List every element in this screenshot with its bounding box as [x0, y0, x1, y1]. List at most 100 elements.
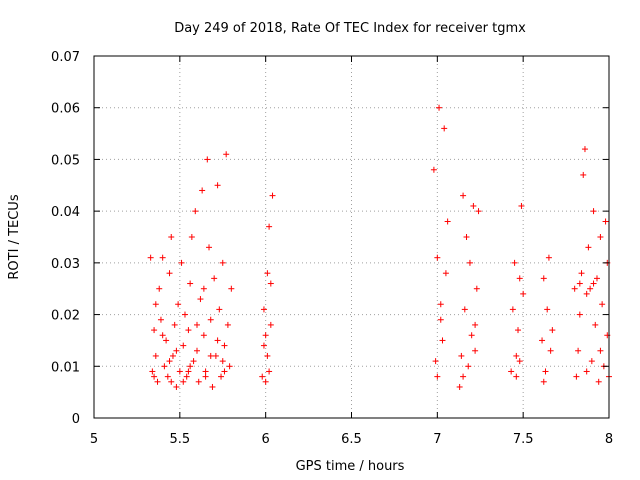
data-point: [202, 373, 209, 380]
data-point: [173, 347, 180, 354]
data-point: [226, 363, 233, 370]
data-point: [470, 202, 477, 209]
x-tick-label: 7.5: [513, 432, 534, 447]
data-point: [576, 280, 583, 287]
y-tick-label: 0.04: [51, 205, 80, 220]
data-point: [204, 156, 211, 163]
data-point: [267, 280, 274, 287]
data-point: [540, 275, 547, 282]
data-point: [228, 285, 235, 292]
x-tick-label: 8: [605, 432, 613, 447]
data-point: [171, 321, 178, 328]
data-point: [590, 280, 597, 287]
data-point: [206, 244, 213, 251]
data-point: [583, 290, 590, 297]
data-point: [444, 218, 451, 225]
data-point: [472, 347, 479, 354]
data-point: [200, 285, 207, 292]
data-point: [168, 234, 175, 240]
data-point: [156, 285, 163, 292]
data-point: [456, 383, 463, 390]
data-point: [178, 259, 185, 266]
x-tick-label: 5.5: [169, 432, 190, 447]
data-point: [578, 270, 585, 277]
data-point: [590, 208, 597, 215]
grid-lines: [94, 56, 609, 418]
x-tick-label: 6: [262, 432, 270, 447]
y-axis-label: ROTI / TECUs: [7, 194, 22, 279]
data-point: [436, 104, 443, 111]
data-point: [169, 352, 176, 359]
data-point: [163, 337, 170, 344]
data-point: [152, 301, 159, 308]
data-point: [161, 363, 168, 370]
data-point: [587, 285, 594, 292]
y-tick-label: 0.01: [51, 360, 80, 375]
data-point: [516, 275, 523, 282]
data-point: [516, 358, 523, 365]
data-point: [188, 234, 195, 240]
data-point: [212, 352, 219, 359]
data-point: [597, 234, 604, 240]
data-point: [509, 306, 516, 313]
data-point: [468, 332, 475, 339]
data-point: [194, 321, 200, 328]
data-point: [599, 301, 606, 308]
data-point: [147, 254, 154, 261]
data-point: [199, 187, 206, 194]
data-point: [176, 368, 183, 375]
data-point: [207, 352, 214, 359]
data-point: [465, 363, 472, 370]
data-point: [437, 301, 444, 308]
data-point: [542, 368, 549, 375]
data-point: [266, 223, 273, 230]
data-point: [472, 321, 479, 328]
data-point: [219, 358, 226, 365]
data-point: [439, 337, 446, 344]
data-point: [264, 270, 271, 277]
data-point: [518, 202, 525, 209]
data-point: [151, 327, 158, 334]
data-point: [260, 306, 267, 313]
data-point: [432, 358, 439, 365]
data-point: [166, 358, 173, 365]
data-point: [460, 373, 467, 380]
data-point: [575, 347, 582, 354]
data-point: [508, 368, 515, 375]
data-point: [442, 270, 449, 277]
data-point: [434, 373, 441, 380]
data-point: [218, 373, 225, 380]
data-point: [175, 301, 182, 308]
data-point: [185, 368, 192, 375]
data-point: [515, 327, 522, 334]
y-tick-label: 0.02: [51, 309, 80, 324]
data-point: [211, 275, 218, 282]
data-point: [513, 373, 520, 380]
data-point: [549, 327, 556, 334]
data-point: [576, 311, 583, 318]
x-tick-label: 6.5: [341, 432, 362, 447]
data-point: [466, 259, 473, 266]
data-point: [166, 270, 173, 277]
data-point: [194, 347, 200, 354]
data-point: [593, 275, 600, 282]
y-tick-label: 0.05: [51, 153, 80, 168]
data-point: [207, 316, 214, 323]
data-point: [152, 352, 159, 359]
data-point: [195, 378, 202, 385]
data-point: [513, 352, 520, 359]
data-point: [185, 327, 192, 334]
data-point: [214, 182, 221, 189]
data-point: [264, 352, 271, 359]
data-point: [214, 337, 221, 344]
chart-title: Day 249 of 2018, Rate Of TEC Index for r…: [174, 21, 526, 36]
data-point: [159, 254, 166, 261]
data-point: [209, 383, 216, 390]
data-point: [585, 244, 592, 251]
y-tick-label: 0.06: [51, 102, 80, 117]
x-tick-label: 5: [90, 432, 98, 447]
data-point: [260, 342, 267, 349]
data-point: [159, 332, 166, 339]
data-point: [187, 280, 194, 287]
data-point: [580, 171, 587, 178]
